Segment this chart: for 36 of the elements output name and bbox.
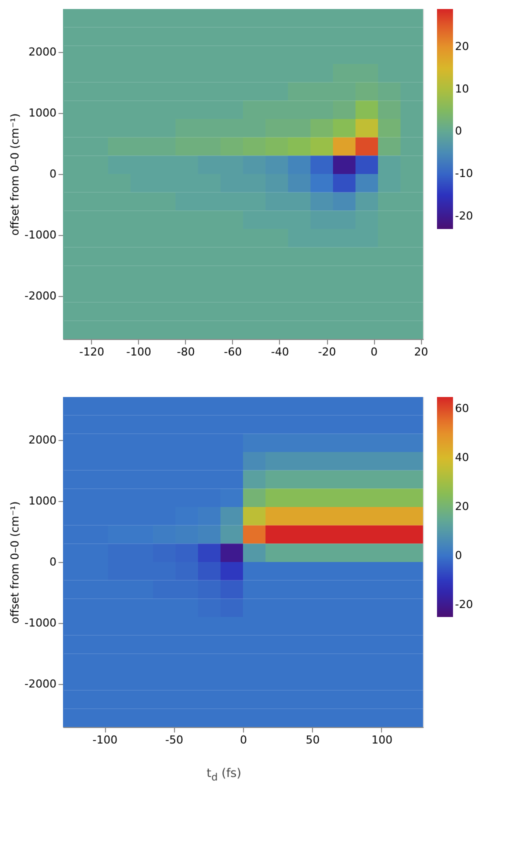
y-tick-label: -2000: [24, 290, 56, 303]
y-axis-title: offset from 0–0 (cm⁻¹): [8, 501, 22, 624]
x-tick-label: -80: [176, 346, 195, 358]
color-bar-label: 20: [455, 40, 469, 54]
x-tick-label: -100: [92, 734, 118, 746]
y-tick-label: -1000: [24, 616, 56, 630]
x-tick-label: 0: [240, 734, 247, 746]
y-tick-label: 1000: [28, 494, 56, 508]
x-tick-label: -40: [270, 346, 289, 358]
color-bar-label: 0: [455, 124, 462, 138]
x-tick-label: -100: [126, 346, 152, 358]
color-bar-label: 0: [455, 548, 462, 562]
y-tick-label: -1000: [24, 228, 56, 242]
x-tick-label: 50: [306, 734, 320, 746]
color-bar-label: 10: [455, 82, 469, 96]
x-axis-title: t$_{d}$ (fs): [206, 766, 242, 784]
x-tick-label: 20: [414, 346, 428, 358]
color-bar-label: 20: [455, 500, 469, 513]
color-bar-label: -20: [455, 209, 473, 222]
y-tick-label: 0: [50, 556, 56, 568]
y-tick-label: -2000: [24, 678, 56, 691]
x-tick-label: -50: [165, 734, 184, 746]
y-tick-label: 2000: [28, 433, 56, 446]
y-tick-label: 2000: [28, 45, 56, 58]
x-tick-label: 0: [370, 346, 378, 358]
x-tick-label: -60: [224, 346, 242, 358]
color-bar-label: -20: [455, 598, 473, 611]
y-axis-title: offset from 0–0 (cm⁻¹): [8, 113, 22, 236]
color-bar-label: -10: [455, 167, 473, 180]
y-tick-label: 0: [50, 168, 56, 180]
y-tick-label: 1000: [28, 106, 56, 120]
color-bar-label: 40: [455, 451, 469, 464]
color-bar-label: 60: [455, 402, 469, 416]
x-tick-label: -120: [79, 346, 104, 358]
x-tick-label: -20: [318, 346, 336, 358]
x-tick-label: 100: [371, 734, 392, 746]
